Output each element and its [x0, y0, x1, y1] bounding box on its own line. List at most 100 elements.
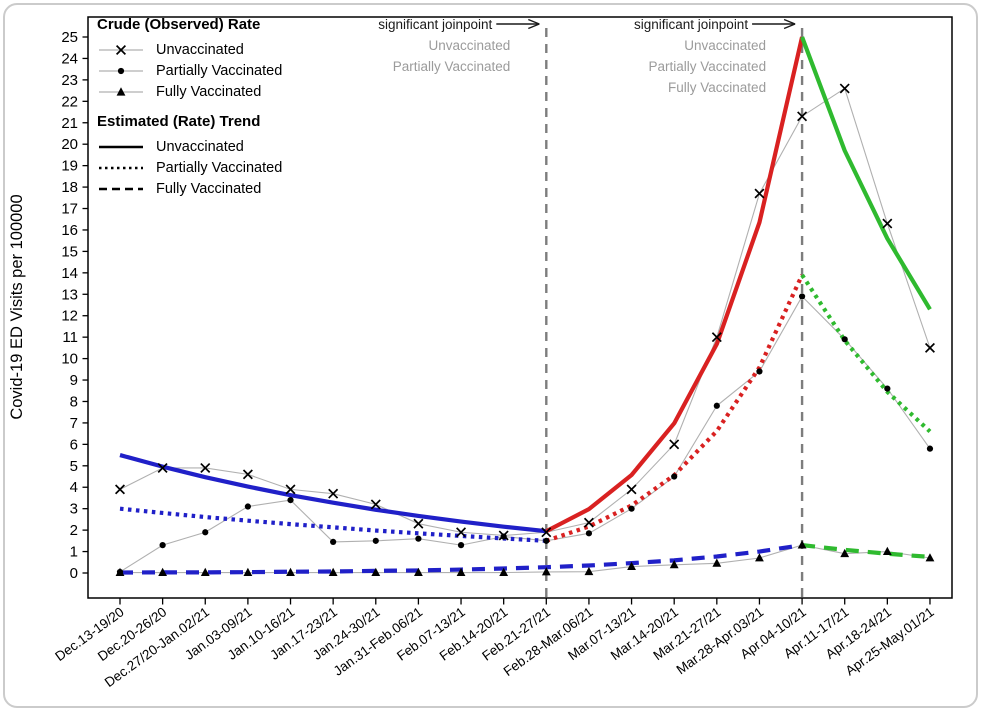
- dot-marker-icon: [543, 537, 550, 544]
- x-marker-icon: [797, 111, 808, 122]
- annotation-series-label: Unvaccinated: [428, 38, 510, 53]
- y-tick-label: 2: [70, 522, 78, 539]
- y-tick-label: 8: [70, 393, 78, 410]
- x-marker-icon: [413, 518, 424, 529]
- arrow-head-icon: [528, 18, 540, 30]
- y-tick-label: 0: [70, 565, 78, 582]
- triangle-marker-icon: [840, 548, 850, 558]
- y-tick-label: 24: [61, 50, 78, 67]
- dot-marker-icon: [500, 533, 507, 540]
- dot-marker-icon: [244, 503, 251, 510]
- plot-frame: [87, 16, 953, 599]
- y-tick-label: 14: [61, 265, 78, 282]
- dot-marker-icon: [798, 293, 806, 300]
- y-axis-label: Covid-19 ED Visits per 100000: [8, 194, 26, 419]
- legend-observed-title: Crude (Observed) Rate: [97, 16, 261, 33]
- triangle-marker-icon: [627, 561, 636, 570]
- triangle-marker-icon: [286, 567, 295, 576]
- triangle-marker-icon: [456, 567, 466, 576]
- dot-marker-icon: [884, 385, 891, 392]
- legend-observed-triangle: Fully Vaccinated: [97, 81, 282, 102]
- triangle-marker-icon: [200, 567, 210, 576]
- y-tick-label: 17: [61, 201, 78, 218]
- legend-observed-x-label: Unvaccinated: [156, 41, 244, 58]
- trend-segment: [800, 273, 932, 434]
- legend-observed-triangle-label: Fully Vaccinated: [156, 83, 262, 100]
- y-tick-label: 13: [61, 286, 78, 303]
- legend-trend-solid: Unvaccinated: [97, 136, 282, 157]
- triangle-marker-icon: [158, 567, 168, 576]
- legend-observed-rows: Unvaccinated Partially Vaccinated Fully Va…: [97, 39, 282, 102]
- y-tick-label: 21: [61, 115, 78, 132]
- x-marker-icon: [669, 439, 680, 450]
- legend-trend-dotted-swatch-icon: [97, 161, 145, 175]
- legend-observed-dot-swatch-icon: [97, 64, 145, 78]
- dot-marker-icon: [202, 529, 209, 536]
- triangle-marker-icon: [669, 560, 679, 569]
- triangle-marker-icon: [797, 540, 807, 549]
- dot-marker-icon: [713, 402, 720, 409]
- y-tick-label: 9: [70, 372, 78, 389]
- y-tick-label: 5: [70, 458, 78, 475]
- x-marker-icon: [583, 517, 594, 528]
- x-marker-icon: [157, 462, 168, 473]
- legend-trend-dashed-label: Fully Vaccinated: [156, 180, 262, 197]
- legend-trend-title: Estimated (Rate) Trend: [97, 113, 261, 130]
- dot-marker-icon: [287, 497, 294, 504]
- y-tick-label: 22: [61, 93, 78, 110]
- dot-marker-icon: [841, 336, 848, 343]
- x-marker-icon: [370, 499, 381, 510]
- dot-marker-icon: [330, 538, 337, 546]
- legend-trend-dashed: Fully Vaccinated: [97, 178, 282, 199]
- triangle-marker-icon: [541, 567, 551, 576]
- x-marker-icon: [285, 484, 296, 495]
- legend-trend-rows: Unvaccinated Partially Vaccinated Fully Va…: [97, 136, 282, 199]
- annotation-series-label: Partially Vaccinated: [393, 59, 511, 74]
- x-marker-icon: [114, 484, 126, 495]
- x-marker-icon: [839, 83, 850, 94]
- y-tick-label: 15: [61, 243, 78, 260]
- x-marker-icon: [242, 469, 253, 480]
- y-tick-label: 20: [61, 136, 78, 153]
- x-marker-icon: [754, 188, 765, 199]
- y-tick-label: 23: [61, 72, 78, 89]
- triangle-marker-icon: [882, 546, 892, 555]
- y-tick-label: 25: [61, 29, 78, 46]
- y-tick-label: 16: [61, 222, 78, 239]
- triangle-marker-icon: [371, 567, 381, 576]
- legend-observed-dot: Partially Vaccinated: [97, 60, 282, 81]
- triangle-marker-icon: [755, 553, 764, 562]
- arrow-head-icon: [783, 18, 796, 30]
- x-marker-icon: [200, 462, 211, 473]
- observed-line: [119, 87, 931, 537]
- dot-marker-icon: [628, 505, 635, 512]
- legend-trend-dotted: Partially Vaccinated: [97, 157, 282, 178]
- dot-marker-icon: [415, 535, 422, 542]
- trend-segment: [119, 453, 547, 534]
- x-marker-icon: [328, 488, 339, 499]
- triangle-marker-icon: [712, 558, 722, 567]
- x-marker-icon: [626, 484, 637, 495]
- y-tick-label: 1: [70, 544, 78, 561]
- y-tick-label: 18: [61, 179, 78, 196]
- y-tick-label: 7: [70, 415, 78, 432]
- legend-observed-dot-label: Partially Vaccinated: [156, 62, 283, 79]
- legend-trend-dotted-label: Partially Vaccinated: [156, 159, 283, 176]
- x-marker-icon: [456, 527, 467, 538]
- annotation-title: significant joinpoint: [378, 17, 492, 32]
- legend-observed-triangle-swatch-icon: [97, 85, 145, 99]
- legend-trend-solid-swatch-icon: [97, 140, 145, 154]
- dot-marker-icon: [926, 445, 934, 452]
- x-marker-icon: [924, 342, 935, 353]
- y-tick-label: 12: [61, 308, 78, 325]
- x-marker-icon: [541, 527, 552, 538]
- trend-segment: [545, 36, 805, 534]
- observed-line: [119, 295, 931, 573]
- y-tick-label: 6: [70, 436, 78, 453]
- dot-marker-icon: [159, 542, 166, 549]
- annotation-title: significant joinpoint: [634, 17, 748, 32]
- dot-marker-icon: [756, 368, 763, 375]
- x-marker-icon: [882, 218, 893, 229]
- legend-trend-dashed-swatch-icon: [97, 182, 145, 196]
